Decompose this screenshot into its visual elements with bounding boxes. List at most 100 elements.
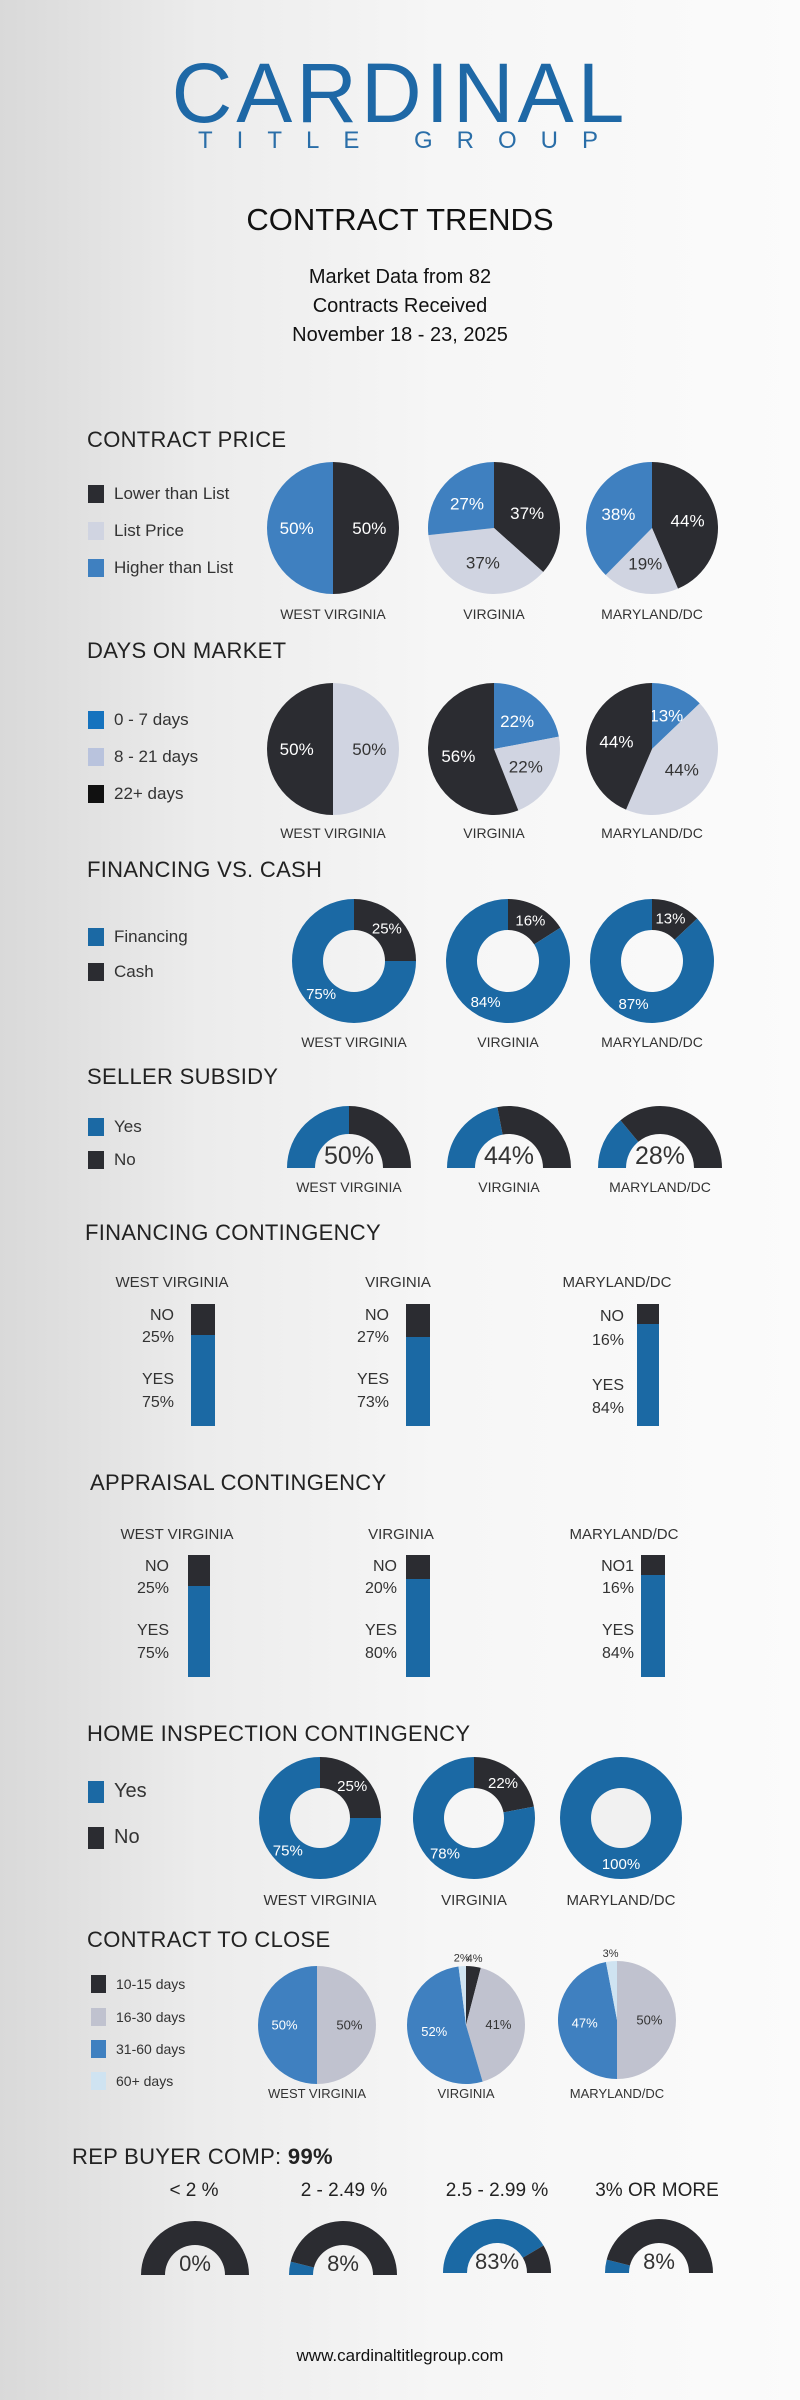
state-label: WEST VIRGINIA xyxy=(115,1274,229,1291)
pie-chart-maryland-dc: 44% 19% 38% xyxy=(586,462,718,594)
bar-yes-segment xyxy=(637,1323,659,1426)
bar-no-segment xyxy=(406,1304,430,1337)
yes-value: 84% xyxy=(601,1645,634,1662)
state-label: MARYLAND/DC xyxy=(569,1526,679,1543)
bar-no-segment xyxy=(191,1304,215,1335)
slice-label: 50% xyxy=(636,2013,662,2028)
slice-label: 2% xyxy=(454,1953,470,1965)
gauge-value-label: 44% xyxy=(484,1142,534,1168)
state-label: WEST VIRGINIA xyxy=(280,825,386,841)
gauge-value-label: 28% xyxy=(635,1142,685,1168)
no-label: NO xyxy=(365,1307,389,1324)
state-label: VIRGINIA xyxy=(463,606,525,622)
donut-chart-virginia: 22% 78% xyxy=(413,1757,535,1879)
section-title-days-on-market: DAYS ON MARKET xyxy=(87,638,287,663)
chart-slice xyxy=(494,462,560,573)
legend-swatch xyxy=(88,559,104,577)
slice-label: 25% xyxy=(337,1778,367,1795)
state-label: MARYLAND/DC xyxy=(566,1892,676,1909)
section-title-seller-subsidy: SELLER SUBSIDY xyxy=(87,1064,279,1089)
gauge-chart-2-5-to-2-99: 83% xyxy=(443,2219,551,2273)
chart-slice xyxy=(652,462,718,589)
rep-buyer-comp-total: 99% xyxy=(287,2144,333,2169)
legend-label: No xyxy=(114,1150,136,1169)
bar-no-segment xyxy=(406,1555,430,1580)
slice-label: 22% xyxy=(488,1775,518,1792)
category-label: 2.5 - 2.99 % xyxy=(445,2180,549,2201)
chart-slice xyxy=(317,1966,376,2084)
category-label: 2 - 2.49 % xyxy=(300,2180,388,2201)
state-label: MARYLAND/DC xyxy=(601,825,703,841)
state-label: VIRGINIA xyxy=(478,1179,540,1195)
slice-label: 75% xyxy=(273,1842,303,1859)
bar-yes-segment xyxy=(406,1579,430,1677)
chart-slice xyxy=(407,1966,483,2084)
gauge-yes-segment xyxy=(447,1107,503,1168)
logo-wordmark: CARDINAL xyxy=(171,46,629,140)
chart-slice xyxy=(474,1757,534,1813)
gauge-yes-segment xyxy=(598,1120,639,1168)
legend-swatch xyxy=(91,2072,106,2090)
chart-slice xyxy=(605,1961,617,2020)
legend-item: 60+ days xyxy=(91,2072,173,2090)
gauge-yes-segment xyxy=(289,2261,314,2275)
state-label: MARYLAND/DC xyxy=(569,2086,665,2101)
legend-label: 60+ days xyxy=(116,2073,174,2089)
slice-label: 37% xyxy=(510,504,544,523)
slice-label: 13% xyxy=(649,707,683,726)
legend-label: No xyxy=(114,1826,140,1848)
gauge-no-segment xyxy=(522,2245,551,2273)
pie-chart-maryland-dc: 50% 47% 3% xyxy=(558,1948,676,2079)
slice-label: 75% xyxy=(306,986,336,1003)
state-label: VIRGINIA xyxy=(477,1034,539,1050)
legend-swatch xyxy=(88,485,104,503)
section-title-contract-price: CONTRACT PRICE xyxy=(87,427,287,452)
state-label: MARYLAND/DC xyxy=(562,1274,672,1291)
slice-label: 87% xyxy=(619,996,649,1013)
logo-tagline: TITLE GROUP xyxy=(197,127,623,154)
chart-slice xyxy=(617,1961,676,2079)
chart-slice xyxy=(267,462,333,594)
legend-item: 22+ days xyxy=(88,784,183,804)
no-value: 27% xyxy=(356,1329,389,1346)
slice-label: 78% xyxy=(430,1845,460,1862)
gauge-yes-segment xyxy=(605,2259,630,2273)
legend-item: Cash xyxy=(88,962,154,982)
bar-no-segment xyxy=(641,1555,665,1575)
chart-slice xyxy=(626,703,718,815)
bar-yes-segment xyxy=(188,1585,210,1677)
bar-yes-segment xyxy=(641,1574,665,1677)
slice-label: 50% xyxy=(336,2018,362,2033)
legend-item: Higher than List xyxy=(88,558,233,578)
yes-label: YES xyxy=(136,1622,169,1639)
legend-item: List Price xyxy=(88,521,184,541)
gauge-chart-under-2: 0% xyxy=(141,2221,249,2275)
slice-label: 22% xyxy=(500,712,534,731)
state-label: MARYLAND/DC xyxy=(609,1179,711,1195)
no-value: 16% xyxy=(601,1580,634,1597)
state-label: WEST VIRGINIA xyxy=(120,1526,234,1543)
no-label: NO xyxy=(150,1307,174,1324)
legend-item: Yes xyxy=(88,1780,147,1803)
legend-item: No xyxy=(88,1150,136,1170)
legend-swatch xyxy=(88,785,104,803)
gauge-value-label: 83% xyxy=(475,2249,519,2273)
stacked-bar-west-virginia xyxy=(191,1304,215,1426)
subtitle-line: Contracts Received xyxy=(312,295,488,317)
legend-label: List Price xyxy=(114,521,184,540)
section-title-financing-contingency: FINANCING CONTINGENCY xyxy=(85,1220,381,1245)
gauge-value-label: 0% xyxy=(179,2251,211,2275)
legend-label: 22+ days xyxy=(114,784,184,803)
gauge-chart-maryland-dc: 28% xyxy=(598,1106,722,1168)
footer-website-link[interactable]: www.cardinaltitlegroup.com xyxy=(296,2346,504,2365)
legend-label: 8 - 21 days xyxy=(114,747,199,766)
yes-value: 73% xyxy=(356,1394,389,1411)
slice-label: 19% xyxy=(628,555,662,574)
donut-chart-maryland-dc: 100% xyxy=(560,1757,682,1879)
chart-slice xyxy=(428,528,544,594)
pie-chart-maryland-dc: 13% 44% 44% xyxy=(586,683,718,815)
legend-label: 10-15 days xyxy=(116,1976,186,1992)
legend-item: 31-60 days xyxy=(91,2040,185,2058)
state-label: WEST VIRGINIA xyxy=(263,1892,377,1909)
legend-swatch xyxy=(88,711,104,729)
